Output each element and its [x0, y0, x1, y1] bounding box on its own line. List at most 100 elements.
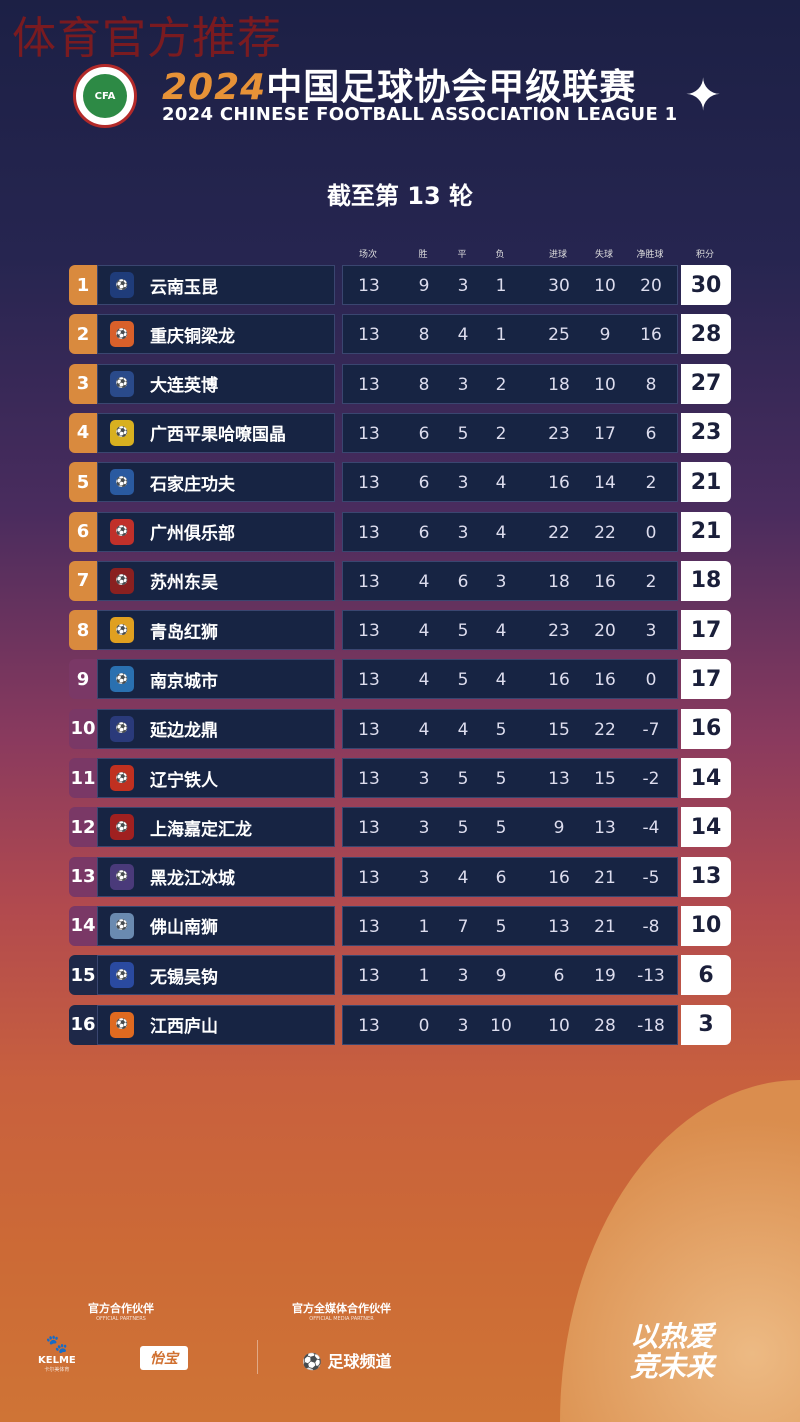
team-name-cell: ⚽ 辽宁铁人 — [97, 758, 335, 798]
team-name-cell: ⚽ 青岛红狮 — [97, 610, 335, 651]
stats-cell: 13 8 3 2 18 10 8 — [342, 363, 678, 404]
stat-d: 5 — [457, 769, 469, 789]
stat-ga: 13 — [594, 818, 616, 839]
stats-cell: 13 1 3 9 6 19 -13 — [342, 955, 678, 996]
stat-d: 3 — [457, 374, 469, 395]
stat-l: 2 — [495, 423, 507, 444]
team-badge-icon: ⚽ — [110, 272, 134, 298]
points: 16 — [681, 708, 731, 749]
stat-d: 5 — [457, 621, 469, 642]
stat-gd: 0 — [645, 522, 657, 543]
title-cn-text: 中国足球协会甲级联赛 — [266, 67, 637, 108]
points: 14 — [681, 807, 731, 848]
table-row: 13 ⚽ 黑龙江冰城 13 3 4 6 16 21 -5 13 — [69, 856, 731, 897]
media-en: OFFICIAL MEDIA PARTNER — [309, 1316, 374, 1322]
stat-l: 2 — [495, 374, 507, 395]
stat-gd: 2 — [645, 473, 657, 494]
team-name-cell: ⚽ 江西庐山 — [97, 1004, 335, 1045]
football-channel-logo: ⚽ 足球频道 — [302, 1348, 392, 1372]
yibao-logo: 怡宝 — [140, 1346, 188, 1370]
stat-w: 6 — [418, 473, 430, 494]
stat-ga: 22 — [594, 522, 616, 543]
stat-w: 1 — [418, 916, 430, 937]
column-header: 胜 — [418, 250, 428, 260]
stat-p: 13 — [358, 473, 380, 494]
stat-gf: 25 — [548, 325, 570, 346]
stat-l: 4 — [495, 621, 507, 642]
team-name-cell: ⚽ 无锡吴钩 — [97, 955, 335, 996]
table-row: 6 ⚽ 广州俱乐部 13 6 3 4 22 22 0 21 — [69, 511, 731, 552]
stat-p: 13 — [358, 966, 380, 987]
team-name-cell: ⚽ 重庆铜梁龙 — [97, 314, 335, 355]
stat-w: 6 — [418, 522, 430, 543]
stat-gd: -7 — [642, 719, 660, 740]
stat-d: 4 — [457, 719, 469, 740]
slogan: 以热爱 竞未来 — [630, 1322, 714, 1382]
stat-l: 5 — [495, 916, 507, 937]
stat-w: 4 — [418, 571, 430, 592]
stat-gd: 16 — [640, 325, 662, 346]
stat-p: 13 — [358, 867, 380, 888]
column-header: 失球 — [594, 250, 614, 260]
column-header: 积分 — [695, 250, 715, 260]
stat-w: 3 — [418, 769, 430, 789]
points: 18 — [681, 560, 731, 601]
stat-p: 13 — [358, 621, 380, 642]
stats-cell: 13 6 3 4 16 14 2 — [342, 462, 678, 503]
stat-d: 3 — [457, 1015, 469, 1036]
stat-d: 7 — [457, 916, 469, 937]
paw-icon: 🐾 — [45, 1334, 69, 1355]
slogan-line-1: 以热爱 — [630, 1320, 715, 1353]
team-badge-icon: ⚽ — [110, 666, 134, 693]
rank: 8 — [69, 610, 97, 651]
stats-cell: 13 4 5 4 16 16 0 — [342, 659, 678, 700]
team-name-cell: ⚽ 广西平果哈嘹国晶 — [97, 412, 335, 453]
team-name: 云南玉昆 — [150, 277, 218, 298]
column-header: 进球 — [548, 250, 568, 260]
divider — [257, 1340, 258, 1374]
football-icon: ⚽ — [302, 1352, 322, 1371]
stat-p: 13 — [358, 522, 380, 543]
stat-d: 3 — [457, 522, 469, 543]
media-partner-label: 官方全媒体合作伙伴 OFFICIAL MEDIA PARTNER — [292, 1300, 391, 1322]
stat-gf: 6 — [553, 966, 565, 987]
stat-w: 3 — [418, 867, 430, 888]
team-name-cell: ⚽ 上海嘉定汇龙 — [97, 807, 335, 848]
stats-cell: 13 1 7 5 13 21 -8 — [342, 905, 678, 946]
stat-ga: 21 — [594, 867, 616, 888]
team-badge-icon: ⚽ — [110, 370, 134, 397]
points: 3 — [681, 1004, 731, 1045]
rank: 4 — [69, 412, 97, 453]
stat-ga: 16 — [594, 670, 616, 691]
stat-w: 3 — [418, 818, 430, 839]
stat-gf: 15 — [548, 719, 570, 740]
stat-l: 4 — [495, 473, 507, 494]
team-name: 大连英博 — [150, 376, 218, 397]
stat-d: 4 — [457, 325, 469, 346]
stat-ga: 28 — [594, 1015, 616, 1036]
column-header: 净胜球 — [636, 250, 664, 260]
title-year: 2024 — [162, 67, 267, 108]
stat-d: 5 — [457, 670, 469, 691]
stat-w: 4 — [418, 719, 430, 740]
stat-ga: 20 — [594, 621, 616, 642]
stat-gd: 8 — [645, 374, 657, 395]
stat-l: 1 — [495, 276, 507, 296]
team-badge-icon: ⚽ — [110, 765, 134, 791]
team-name-cell: ⚽ 黑龙江冰城 — [97, 856, 335, 897]
stat-p: 13 — [358, 571, 380, 592]
rank: 6 — [69, 511, 97, 552]
stat-d: 3 — [457, 276, 469, 296]
rank: 2 — [69, 314, 97, 355]
team-badge-icon: ⚽ — [110, 863, 134, 890]
table-row: 7 ⚽ 苏州东吴 13 4 6 3 18 16 2 18 — [69, 560, 731, 601]
stat-gd: 3 — [645, 621, 657, 642]
stat-w: 8 — [418, 325, 430, 346]
media-cn: 官方全媒体合作伙伴 — [292, 1302, 391, 1315]
team-badge-icon: ⚽ — [110, 419, 134, 446]
rank: 11 — [69, 758, 97, 798]
stat-gd: -8 — [642, 916, 660, 937]
stat-w: 4 — [418, 670, 430, 691]
title-en: 2024 CHINESE FOOTBALL ASSOCIATION LEAGUE… — [162, 104, 678, 125]
stat-gf: 23 — [548, 621, 570, 642]
